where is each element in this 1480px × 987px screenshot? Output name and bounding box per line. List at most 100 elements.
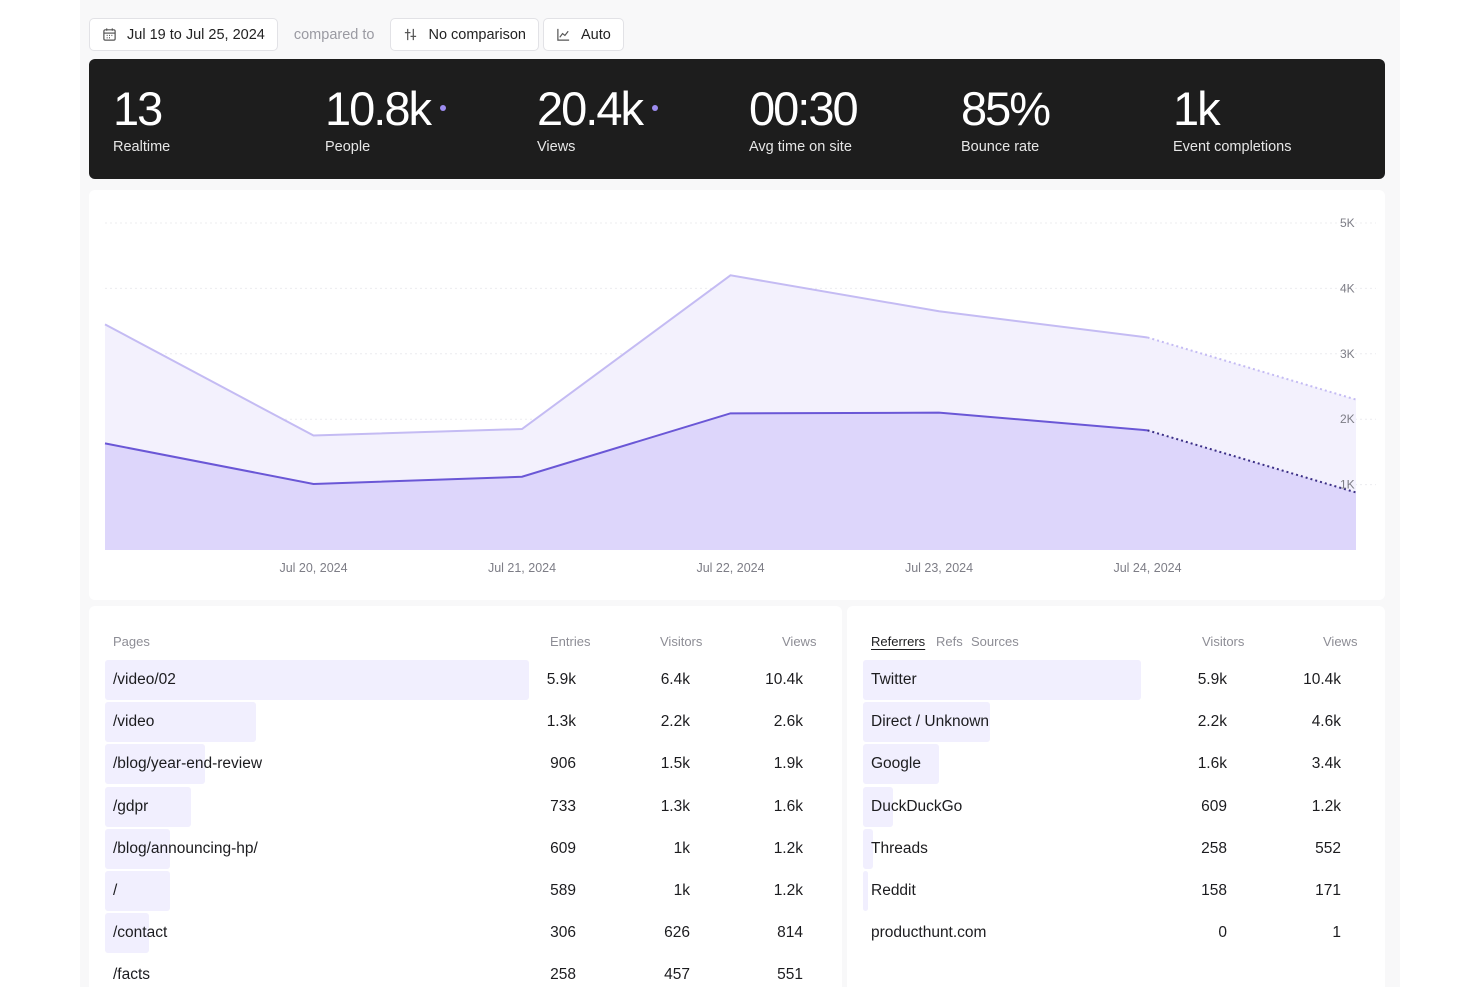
- tab-referrers[interactable]: Referrers: [871, 634, 926, 649]
- table-row[interactable]: /blog/year-end-review 906 1.5k 1.9k: [105, 744, 825, 785]
- views-value: 1.2k: [1311, 797, 1341, 815]
- entries-value: 258: [550, 966, 576, 984]
- x-tick-label: Jul 23, 2024: [905, 561, 973, 575]
- visitors-value: 626: [664, 924, 690, 942]
- stat-label: Views: [537, 139, 576, 155]
- series-line: [104, 411, 1148, 485]
- row-share-bar: [863, 871, 868, 911]
- row-share-bar: [105, 660, 529, 700]
- stat-value: 00:30: [749, 82, 859, 135]
- stat-realtime[interactable]: 13 Realtime: [113, 82, 170, 156]
- stat-people[interactable]: 10.8k People: [325, 83, 446, 155]
- stat-label: People: [325, 139, 371, 155]
- row-share-bar: [105, 786, 192, 827]
- views-value: 552: [1315, 839, 1341, 857]
- visitors-value: 258: [1201, 839, 1227, 857]
- entries-value: 5.9k: [546, 671, 576, 688]
- entries-value: 306: [550, 924, 576, 942]
- x-tick-label: Jul 20, 2024: [279, 561, 347, 575]
- x-tick-label: Jul 22, 2024: [696, 561, 764, 575]
- visitors-value: 457: [664, 966, 690, 984]
- stats-bar: 13 Realtime 10.8k People 20.4k Views 00:…: [89, 59, 1385, 179]
- stat-label: Bounce rate: [961, 139, 1040, 155]
- views-value: 1.6k: [773, 797, 803, 815]
- table-row[interactable]: Google 1.6k 3.4k: [863, 744, 1363, 785]
- views-value: 10.4k: [1303, 671, 1341, 688]
- comparison-button[interactable]: No comparison: [390, 18, 539, 51]
- row-share-bar: [105, 702, 256, 743]
- page-path: /blog/year-end-review: [113, 755, 263, 773]
- referrer-name: Reddit: [871, 882, 916, 899]
- visitors-header[interactable]: Visitors: [660, 634, 703, 649]
- date-range-label: Jul 19 to Jul 25, 2024: [127, 26, 265, 43]
- row-share-bar: [105, 744, 205, 785]
- referrer-name: Twitter: [871, 671, 917, 688]
- row-share-bar: [863, 660, 1141, 700]
- row-share-bar: [863, 786, 894, 827]
- entries-header[interactable]: Entries: [550, 634, 591, 649]
- series-line-partial: [1147, 336, 1357, 401]
- table-row[interactable]: Direct / Unknown 2.2k 4.6k: [863, 702, 1363, 743]
- entries-value: 589: [550, 882, 576, 899]
- tab-sources[interactable]: Sources: [971, 634, 1019, 649]
- row-share-bar: [105, 913, 149, 954]
- x-tick-label: Jul 21, 2024: [488, 561, 556, 575]
- page-path: /video/02: [113, 671, 176, 688]
- stat-label: Avg time on site: [749, 139, 852, 155]
- interval-button[interactable]: Auto: [542, 18, 624, 51]
- stat-value: 85%: [961, 82, 1051, 135]
- entries-value: 1.3k: [546, 713, 576, 731]
- stat-avg-time[interactable]: 00:30 Avg time on site: [749, 82, 859, 156]
- table-row[interactable]: /gdpr 733 1.3k 1.6k: [105, 786, 825, 827]
- views-header[interactable]: Views: [1323, 634, 1358, 649]
- toolbar: Jul 19 to Jul 25, 2024 compared to No co…: [89, 18, 624, 51]
- visitors-value: 1.6k: [1197, 755, 1227, 773]
- series-area: [105, 412, 1356, 550]
- visitors-value: 2.2k: [660, 713, 690, 731]
- tab-refs[interactable]: Refs: [936, 634, 963, 649]
- calendar-icon: [103, 28, 116, 41]
- visitors-value: 5.9k: [1197, 671, 1227, 688]
- row-share-bar: [863, 828, 873, 869]
- table-row[interactable]: Twitter 5.9k 10.4k: [863, 660, 1363, 700]
- referrer-name: producthunt.com: [871, 924, 987, 942]
- visitors-header[interactable]: Visitors: [1202, 634, 1245, 649]
- table-row[interactable]: /video 1.3k 2.2k 2.6k: [105, 702, 825, 743]
- stat-value: 10.8k: [325, 82, 432, 135]
- stat-event-completions[interactable]: 1k Event completions: [1173, 83, 1291, 156]
- sliders-icon: [405, 28, 417, 41]
- table-row[interactable]: / 589 1k 1.2k: [105, 871, 825, 911]
- table-row[interactable]: Threads 258 552: [863, 828, 1363, 869]
- views-header[interactable]: Views: [782, 634, 817, 649]
- row-share-bar: [863, 744, 939, 785]
- y-tick-label: 1K: [1340, 478, 1355, 492]
- stat-value: 13: [113, 82, 163, 135]
- referrer-name: DuckDuckGo: [871, 797, 963, 815]
- traffic-chart-svg: 5K 4K 3K 2K 1K Jul 20, 2024 Jul 21, 2024 Jul 22…: [104, 216, 1376, 575]
- table-row[interactable]: producthunt.com 0 1: [863, 913, 1363, 953]
- series-line: [104, 274, 1148, 437]
- stat-bounce-rate[interactable]: 85% Bounce rate: [961, 82, 1051, 156]
- stat-views[interactable]: 20.4k Views: [537, 83, 658, 155]
- page-path: /blog/announcing-hp/: [113, 839, 258, 857]
- visitors-value: 158: [1201, 882, 1227, 899]
- y-tick-label: 4K: [1340, 281, 1355, 295]
- series-dot-icon: [651, 105, 658, 111]
- traffic-chart: 5K 4K 3K 2K 1K Jul 20, 2024 Jul 21, 2024 Jul 22…: [89, 190, 1385, 600]
- comparison-label: No comparison: [428, 26, 526, 43]
- views-value: 1.2k: [773, 882, 803, 899]
- views-value: 1: [1332, 924, 1341, 942]
- table-row[interactable]: Reddit 158 171: [863, 871, 1363, 911]
- table-row[interactable]: /video/02 5.9k 6.4k 10.4k: [105, 660, 825, 700]
- views-value: 171: [1315, 882, 1341, 899]
- visitors-value: 609: [1201, 797, 1227, 815]
- page-path: /gdpr: [113, 797, 149, 815]
- views-value: 814: [777, 924, 803, 942]
- visitors-value: 1.3k: [660, 797, 690, 815]
- date-range-button[interactable]: Jul 19 to Jul 25, 2024: [89, 18, 278, 51]
- compared-to-label: compared to: [293, 26, 375, 43]
- table-row[interactable]: DuckDuckGo 609 1.2k: [863, 786, 1363, 827]
- table-row[interactable]: /facts 258 457 551: [105, 955, 825, 987]
- table-row[interactable]: /blog/announcing-hp/609 1k 1.2k: [105, 828, 825, 869]
- table-row[interactable]: /contact 306 626 814: [105, 913, 825, 954]
